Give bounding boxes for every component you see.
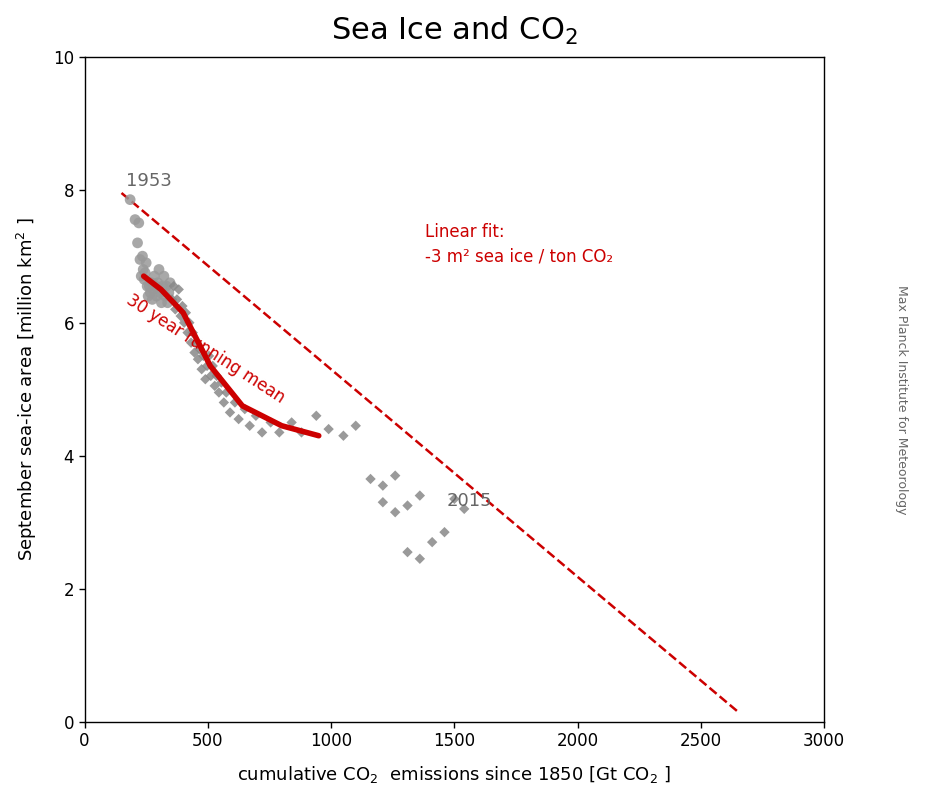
Point <box>249 410 264 422</box>
Point <box>146 283 161 296</box>
Point <box>191 353 205 366</box>
Point <box>309 410 324 422</box>
Point <box>238 402 253 415</box>
Point <box>196 350 211 362</box>
Point <box>216 396 231 409</box>
Point <box>171 283 186 296</box>
Point <box>212 386 227 399</box>
Point <box>149 290 164 302</box>
Point <box>180 326 195 339</box>
Point <box>214 376 228 389</box>
Point <box>169 293 184 306</box>
Point <box>148 280 163 293</box>
Point <box>154 296 169 309</box>
Point <box>457 502 472 515</box>
Point <box>163 276 178 289</box>
Point <box>189 336 204 349</box>
Point <box>376 479 390 492</box>
Point <box>284 416 299 429</box>
Point <box>165 293 179 306</box>
Point <box>425 536 439 549</box>
Title: Sea Ice and CO$_2$: Sea Ice and CO$_2$ <box>331 15 578 47</box>
Point <box>156 270 171 282</box>
Point <box>321 422 336 435</box>
Point <box>139 257 154 270</box>
Point <box>128 213 142 226</box>
Point <box>144 276 159 289</box>
Point <box>137 273 152 286</box>
Point <box>179 306 193 319</box>
Point <box>294 426 309 439</box>
Point <box>184 336 199 349</box>
Point <box>142 280 156 293</box>
Point <box>413 552 427 565</box>
Point <box>182 316 197 329</box>
Text: 2015: 2015 <box>447 491 493 510</box>
Point <box>364 473 378 486</box>
Point <box>123 194 138 206</box>
Point <box>205 359 220 372</box>
Point <box>204 370 218 382</box>
Point <box>132 253 147 266</box>
Y-axis label: September sea-ice area [million km$^2$ ]: September sea-ice area [million km$^2$ ] <box>15 218 39 561</box>
Point <box>187 346 202 359</box>
Point <box>167 303 182 316</box>
Point <box>175 300 190 313</box>
Point <box>147 270 162 282</box>
Text: 30 year running mean: 30 year running mean <box>123 291 288 407</box>
Point <box>162 286 177 299</box>
Point <box>401 546 415 558</box>
Point <box>131 217 146 230</box>
Point <box>194 363 209 376</box>
Point <box>349 419 364 432</box>
Point <box>153 286 167 299</box>
Point <box>185 326 200 339</box>
Point <box>388 470 402 482</box>
Point <box>272 426 287 439</box>
Point <box>151 276 166 289</box>
Point <box>134 270 149 282</box>
Point <box>447 493 462 506</box>
Point <box>160 296 175 309</box>
Point <box>228 396 242 409</box>
Point <box>376 496 390 509</box>
Point <box>388 506 402 518</box>
Text: 1953: 1953 <box>127 172 172 190</box>
Point <box>130 237 145 250</box>
Point <box>198 373 213 386</box>
Point <box>152 263 166 276</box>
Point <box>202 350 216 362</box>
Point <box>141 290 155 302</box>
Point <box>223 406 238 419</box>
Point <box>209 370 224 382</box>
Point <box>145 293 160 306</box>
X-axis label: cumulative CO$_2$  emissions since 1850 [Gt CO$_2$ ]: cumulative CO$_2$ emissions since 1850 [… <box>238 764 672 785</box>
Point <box>143 286 158 299</box>
Text: Max Planck Institute for Meteorology: Max Planck Institute for Meteorology <box>895 286 908 514</box>
Point <box>192 343 207 356</box>
Point <box>219 386 234 399</box>
Point <box>200 359 215 372</box>
Point <box>207 379 222 392</box>
Point <box>158 290 173 302</box>
Point <box>231 413 246 426</box>
Point <box>177 316 191 329</box>
Point <box>401 499 415 512</box>
Point <box>254 426 269 439</box>
Point <box>166 280 181 293</box>
Point <box>140 280 154 293</box>
Text: Linear fit:
-3 m² sea ice / ton CO₂: Linear fit: -3 m² sea ice / ton CO₂ <box>425 223 613 266</box>
Point <box>438 526 452 538</box>
Point <box>242 419 257 432</box>
Point <box>336 430 351 442</box>
Point <box>413 489 427 502</box>
Point <box>159 280 174 293</box>
Point <box>136 263 151 276</box>
Point <box>264 416 278 429</box>
Point <box>138 266 153 279</box>
Point <box>135 250 150 262</box>
Point <box>173 310 188 322</box>
Point <box>155 280 170 293</box>
